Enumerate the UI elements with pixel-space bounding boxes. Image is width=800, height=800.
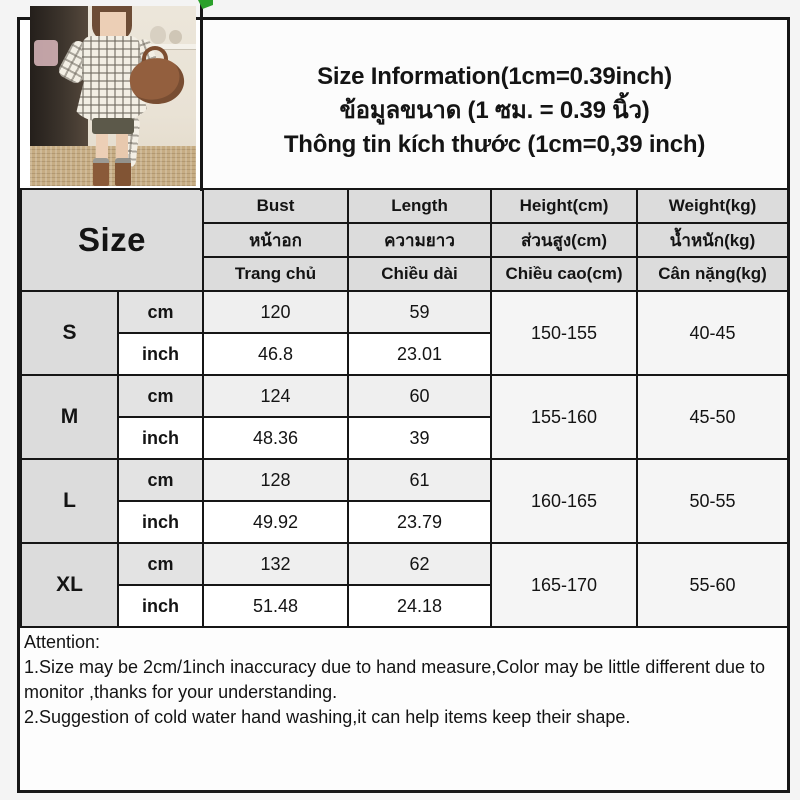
- table-row: inch 46.8 23.01: [21, 332, 788, 376]
- table-row: inch 51.48 24.18: [21, 584, 788, 628]
- table-row: XL cm 132 62 165-170 55-60: [20, 542, 790, 628]
- height-range: 165-170: [490, 542, 639, 628]
- height-range: 150-155: [490, 290, 639, 376]
- attention-line-1: 1.Size may be 2cm/1inch inaccuracy due t…: [24, 657, 766, 702]
- header-weight-vi: Cân nặng(kg): [636, 256, 790, 292]
- size-label-m: M: [20, 374, 119, 460]
- attention-line-2: 2.Suggestion of cold water hand washing,…: [24, 707, 631, 727]
- unit-cm: cm: [116, 374, 205, 418]
- header-height-en: Height(cm): [490, 188, 639, 224]
- height-range: 160-165: [490, 458, 639, 544]
- header-height-th: ส่วนสูง(cm): [490, 222, 639, 258]
- photo-plush-toy: [169, 30, 182, 44]
- weight-range: 55-60: [636, 542, 790, 628]
- table-row: L cm 128 61 160-165 50-55: [20, 458, 790, 544]
- table-row: inch 48.36 39: [21, 416, 788, 460]
- photo-plush-toy: [150, 26, 166, 44]
- unit-inch: inch: [116, 332, 205, 376]
- header-weight-en: Weight(kg): [636, 188, 790, 224]
- header-length-en: Length: [347, 188, 493, 224]
- header-height-vi: Chiều cao(cm): [490, 256, 639, 292]
- length-inch-value: 23.01: [347, 332, 493, 376]
- bust-inch-value: 51.48: [202, 584, 350, 628]
- bust-cm-value: 132: [202, 542, 350, 586]
- photo-bag-handle: [142, 46, 168, 62]
- bust-inch-value: 49.92: [202, 500, 350, 544]
- photo-pink-cushion: [34, 40, 58, 66]
- bust-inch-value: 46.8: [202, 332, 350, 376]
- size-label-l: L: [20, 458, 119, 544]
- weight-range: 40-45: [636, 290, 790, 376]
- unit-inch: inch: [116, 416, 205, 460]
- length-cm-value: 60: [347, 374, 493, 418]
- title-block: Size Information(1cm=0.39inch) ข้อมูลขนา…: [202, 20, 787, 188]
- attention-notes: Attention: 1.Size may be 2cm/1inch inacc…: [20, 628, 787, 790]
- photo-rug: [30, 146, 196, 186]
- weight-range: 50-55: [636, 458, 790, 544]
- unit-cm: cm: [116, 290, 205, 334]
- length-inch-value: 39: [347, 416, 493, 460]
- header-length-vi: Chiều dài: [347, 256, 493, 292]
- title-vietnamese: Thông tin kích thước (1cm=0,39 inch): [283, 131, 706, 158]
- title-english: Size Information(1cm=0.39inch): [317, 63, 672, 90]
- unit-cm: cm: [116, 542, 205, 586]
- length-cm-value: 61: [347, 458, 493, 502]
- title-thai: ข้อมูลขนาด (1 ซม. = 0.39 นิ้ว): [339, 97, 650, 124]
- photo-shelf: [132, 44, 196, 49]
- table-row: inch 49.92 23.79: [21, 500, 788, 544]
- attention-heading: Attention:: [24, 632, 101, 652]
- table-row: M cm 124 60 155-160 45-50: [20, 374, 790, 460]
- size-label-xl: XL: [20, 542, 119, 628]
- table-row: S cm 120 59 150-155 40-45: [20, 290, 790, 376]
- header-bust-vi: Trang chủ: [202, 256, 350, 292]
- photo-boot: [115, 158, 131, 186]
- bust-cm-value: 128: [202, 458, 350, 502]
- size-label-s: S: [20, 290, 119, 376]
- unit-cm: cm: [116, 458, 205, 502]
- bust-inch-value: 48.36: [202, 416, 350, 460]
- bust-cm-value: 120: [202, 290, 350, 334]
- photo-title-divider: [200, 0, 203, 191]
- bust-cm-value: 124: [202, 374, 350, 418]
- photo-boot: [93, 158, 109, 186]
- length-inch-value: 23.79: [347, 500, 493, 544]
- size-chart-frame: Size Information(1cm=0.39inch) ข้อมูลขนา…: [17, 17, 790, 793]
- photo-shorts: [92, 118, 134, 134]
- header-bust-th: หน้าอก: [202, 222, 350, 258]
- green-corner-marker: [198, 0, 213, 9]
- size-column-header: Size: [19, 188, 205, 292]
- photo-blouse-peplum: [74, 78, 150, 122]
- height-range: 155-160: [490, 374, 639, 460]
- unit-inch: inch: [116, 584, 205, 628]
- length-cm-value: 59: [347, 290, 493, 334]
- header-bust-en: Bust: [202, 188, 350, 224]
- header-weight-th: น้ำหนัก(kg): [636, 222, 790, 258]
- unit-inch: inch: [116, 500, 205, 544]
- size-table: Size Bust Length Height(cm) Weight(kg) ห…: [19, 188, 790, 628]
- weight-range: 45-50: [636, 374, 790, 460]
- length-inch-value: 24.18: [347, 584, 493, 628]
- header-length-th: ความยาว: [347, 222, 493, 258]
- product-photo: [30, 6, 196, 186]
- length-cm-value: 62: [347, 542, 493, 586]
